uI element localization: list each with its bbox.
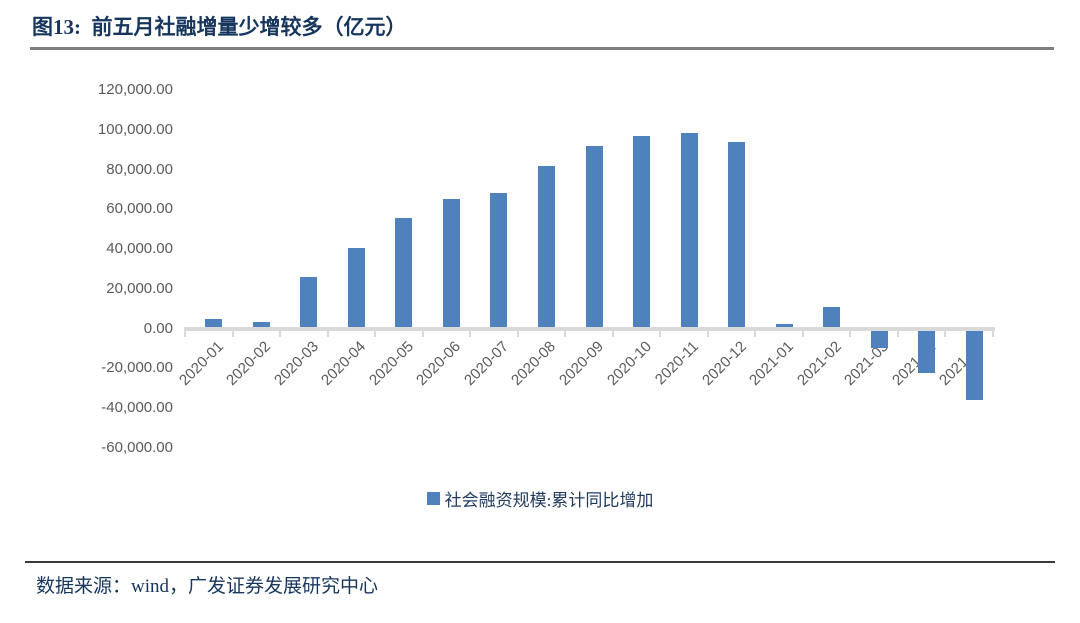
bar-2021-03 <box>870 330 888 348</box>
bar-2021-04 <box>918 330 936 374</box>
x-axis-tick <box>849 326 852 337</box>
bar-2020-07 <box>490 193 508 327</box>
x-axis-line <box>185 326 995 331</box>
x-axis-tick <box>706 326 709 337</box>
bar-2020-02 <box>252 321 270 327</box>
x-axis-tick <box>326 326 329 337</box>
bar-2020-04 <box>347 248 365 327</box>
y-axis-tick-label: 80,000.00 <box>106 160 173 178</box>
chart-legend: 社会融资规模:累计同比增加 <box>0 488 1080 510</box>
x-axis-tick <box>801 326 804 337</box>
y-axis-tick-label: -20,000.00 <box>101 359 173 377</box>
y-axis-tick-label: 20,000.00 <box>106 279 173 297</box>
y-axis-tick-label: -40,000.00 <box>101 399 173 417</box>
y-axis-tick-label: 0.00 <box>143 319 173 337</box>
bar-2020-03 <box>300 276 318 327</box>
footer-divider <box>25 561 1055 563</box>
x-axis-tick <box>754 326 757 337</box>
bar-2021-01 <box>775 324 793 327</box>
bar-2020-10 <box>633 135 651 327</box>
y-axis-tick-label: 120,000.00 <box>97 81 173 98</box>
x-axis-tick <box>564 326 567 337</box>
bar-2020-05 <box>395 218 413 327</box>
x-axis-tick <box>231 326 234 337</box>
x-axis-tick <box>611 326 614 337</box>
x-axis-tick <box>896 326 899 337</box>
x-axis-tick <box>944 326 947 337</box>
x-axis-tick <box>184 326 186 337</box>
x-axis-tick <box>659 326 662 337</box>
bar-2020-06 <box>442 199 460 327</box>
y-axis-tick-label: -60,000.00 <box>101 439 173 456</box>
bar-chart-plot-area: 2020-01 2020-02 2020-03 2020-04 2020-05 2020-… <box>176 90 995 450</box>
bar-2021-02 <box>823 306 841 327</box>
y-axis-tick-label: 40,000.00 <box>106 240 173 258</box>
x-axis-tick <box>374 326 377 337</box>
bar-2020-08 <box>537 165 555 327</box>
x-axis-tick <box>992 326 994 337</box>
legend-swatch-icon <box>426 491 440 505</box>
y-axis-tick-label: 60,000.00 <box>106 200 173 218</box>
x-axis-tick <box>516 326 519 337</box>
bar-2021-05 <box>965 330 983 401</box>
chart-title: 图13: 前五月社融增量少增较多（亿元） <box>32 15 407 39</box>
bar-2020-12 <box>728 141 746 327</box>
x-axis-tick <box>469 326 472 337</box>
bar-2020-11 <box>680 132 698 327</box>
y-axis-tick-label: 100,000.00 <box>97 120 173 138</box>
legend-label: 社会融资规模:累计同比增加 <box>444 490 654 510</box>
x-axis-tick <box>279 326 282 337</box>
x-axis-tick <box>421 326 424 337</box>
title-divider <box>30 47 1054 50</box>
bar-2020-01 <box>205 319 223 327</box>
data-source-note: 数据来源：wind，广发证券发展研究中心 <box>36 576 379 597</box>
bar-2020-09 <box>585 145 603 327</box>
